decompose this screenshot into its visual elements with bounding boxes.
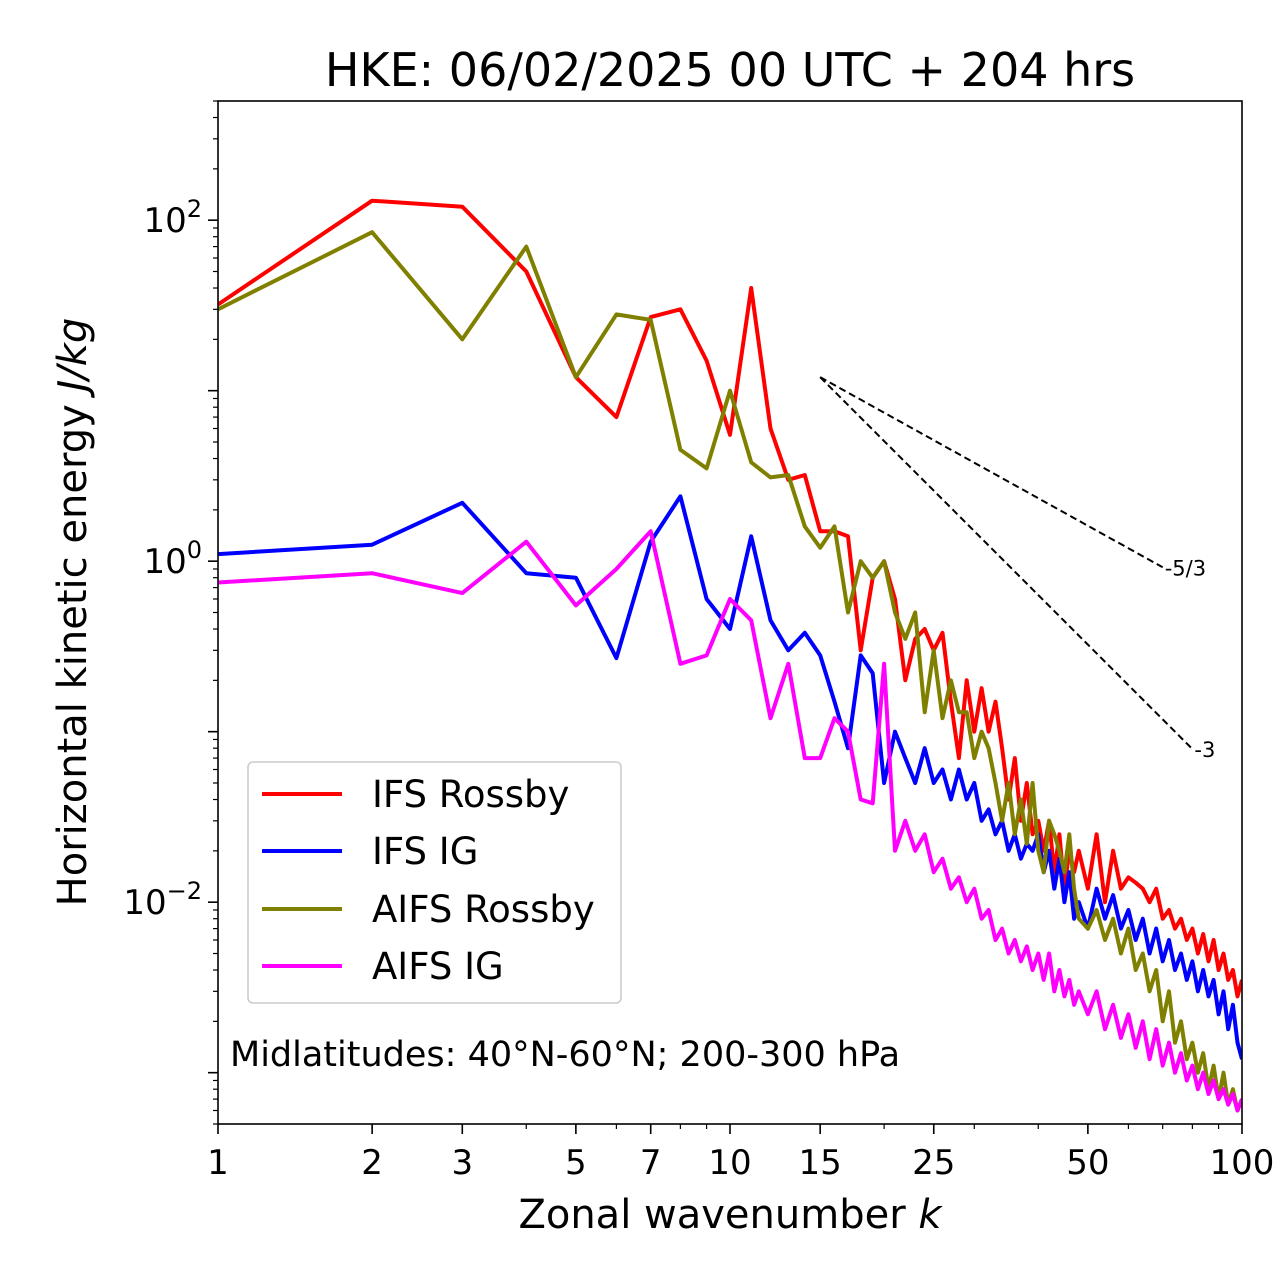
- x-tick-label: 10: [708, 1143, 751, 1183]
- x-tick-label: 2: [361, 1143, 383, 1183]
- x-tick-label: 7: [640, 1143, 662, 1183]
- x-tick-label: 100: [1210, 1143, 1275, 1183]
- series-layer: [218, 198, 1242, 1113]
- reference-line-label: -3: [1194, 738, 1215, 762]
- legend: IFS Rossby IFS IG AIFS Rossby AIFS IG: [247, 761, 622, 1004]
- legend-box: [247, 761, 622, 1004]
- x-axis-label: Zonal wavenumber k: [518, 1192, 943, 1238]
- x-tick-label: 1: [207, 1143, 229, 1183]
- x-axis: 1 2 3 5 7 10 15 25 50 100: [207, 1124, 1274, 1183]
- series-line-aifs-rossby: [218, 230, 1242, 1113]
- series-line-ifs-ig: [218, 494, 1242, 1060]
- y-tick-label: 10−2: [123, 877, 202, 923]
- legend-label-aifs-rossby: AIFS Rossby: [372, 888, 595, 931]
- y-axis-label: Horizontal kinetic energy J/kg: [50, 318, 96, 907]
- legend-label-ifs-ig: IFS IG: [372, 830, 478, 873]
- region-annotation: Midlatitudes: 40°N-60°N; 200-300 hPa: [230, 1035, 900, 1075]
- y-tick-label: 100: [143, 536, 202, 582]
- x-tick-label: 3: [451, 1143, 473, 1183]
- reference-line-label: -5/3: [1165, 556, 1206, 580]
- x-tick-label: 5: [565, 1143, 587, 1183]
- x-tick-label: 50: [1066, 1143, 1109, 1183]
- chart-title: HKE: 06/02/2025 00 UTC + 204 hrs: [325, 43, 1135, 97]
- y-tick-label: 102: [143, 195, 202, 241]
- x-tick-label: 25: [912, 1143, 955, 1183]
- series-line-aifs-ig: [218, 529, 1242, 1113]
- y-axis: 102 100 10−2: [123, 100, 218, 1125]
- legend-label-ifs-rossby: IFS Rossby: [372, 773, 569, 816]
- legend-label-aifs-ig: AIFS IG: [372, 945, 504, 988]
- x-tick-label: 15: [799, 1143, 842, 1183]
- reference-lines: -5/3 -3: [819, 376, 1215, 762]
